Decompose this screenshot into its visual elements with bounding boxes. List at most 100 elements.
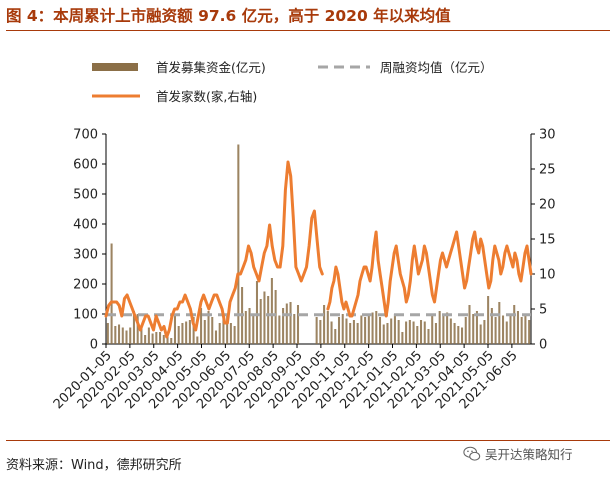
bar-ipo-funds	[226, 315, 229, 344]
y-left-tick-label: 700	[73, 128, 98, 143]
bar-ipo-funds	[270, 278, 273, 344]
bar-ipo-funds	[505, 321, 508, 344]
watermark: 吴开达策略知行	[463, 444, 573, 463]
bar-ipo-funds	[181, 323, 184, 344]
bar-ipo-funds	[252, 315, 255, 344]
source-note: 资料来源：Wind，德邦研究所	[6, 458, 182, 473]
bar-ipo-funds	[349, 323, 352, 344]
bar-ipo-funds	[278, 315, 281, 344]
bar-ipo-funds	[494, 317, 497, 344]
bar-ipo-funds	[397, 320, 400, 344]
bar-ipo-funds	[412, 321, 415, 344]
bar-ipo-funds	[166, 336, 169, 344]
wechat-icon	[463, 446, 481, 461]
bar-ipo-funds	[337, 317, 341, 344]
bar-ipo-funds	[296, 305, 300, 344]
bar-ipo-funds	[390, 318, 393, 344]
y-left-tick-label: 400	[73, 218, 98, 233]
bar-ipo-funds	[446, 312, 449, 344]
bar-ipo-funds	[464, 317, 467, 344]
count-line-segment-1	[104, 160, 324, 339]
bar-ipo-funds	[200, 308, 203, 344]
bar-ipo-funds	[423, 321, 426, 344]
bar-ipo-funds	[173, 315, 176, 344]
bar-ipo-funds	[516, 311, 519, 344]
bar-ipo-funds	[319, 320, 322, 344]
bar-ipo-funds	[144, 335, 147, 344]
bar-ipo-funds	[132, 311, 135, 344]
bar-ipo-funds	[255, 281, 259, 344]
bar-ipo-funds	[472, 314, 475, 344]
bar-ipo-funds	[214, 330, 218, 344]
y-left-tick-label: 500	[73, 188, 98, 203]
bar-ipo-funds	[416, 326, 419, 344]
bar-ipo-funds	[326, 311, 329, 344]
bar-ipo-funds	[330, 321, 333, 344]
bar-ipo-funds	[222, 318, 225, 344]
bar-ipo-funds	[364, 317, 367, 344]
bar-ipo-funds	[502, 315, 505, 344]
bar-ipo-funds	[177, 326, 180, 344]
bar-ipo-funds	[233, 326, 236, 344]
bar-ipo-funds	[211, 317, 214, 344]
bar-ipo-funds	[289, 302, 292, 344]
bar-ipo-funds	[457, 326, 460, 344]
bar-ipo-funds	[345, 318, 348, 344]
bar-ipo-funds	[218, 323, 221, 344]
count-line-segment-2	[326, 230, 533, 318]
y-left-tick-label: 600	[73, 158, 98, 173]
bar-ipo-funds	[360, 315, 363, 344]
ipo-chart: 01002003004005006007000510152025302020-0…	[51, 60, 556, 412]
bar-ipo-funds	[487, 296, 490, 344]
bar-ipo-funds	[438, 311, 441, 344]
bar-ipo-funds	[453, 323, 456, 344]
bar-ipo-funds	[520, 317, 523, 344]
bar-ipo-funds	[427, 329, 430, 344]
bar-ipo-funds	[513, 305, 516, 344]
bar-ipo-funds	[263, 291, 266, 344]
bar-ipo-funds	[155, 332, 158, 344]
bar-ipo-funds	[136, 314, 139, 344]
bar-ipo-funds	[159, 332, 162, 344]
bar-ipo-funds	[140, 326, 143, 344]
legend-label-bar: 首发募集资金(亿元)	[156, 60, 266, 75]
bar-ipo-funds	[106, 323, 109, 344]
y-right-tick-label: 5	[539, 303, 547, 318]
bar-ipo-funds	[479, 324, 482, 344]
bar-ipo-funds	[293, 314, 296, 344]
bar-ipo-funds	[170, 338, 173, 344]
legend-swatch-bar	[92, 63, 138, 71]
bar-ipo-funds	[408, 320, 411, 344]
bar-ipo-funds	[386, 323, 389, 344]
bar-ipo-funds	[129, 327, 132, 344]
bar-ipo-funds	[188, 320, 191, 344]
y-left-tick-label: 200	[73, 278, 98, 293]
bar-ipo-funds	[334, 329, 337, 344]
bar-ipo-funds	[378, 317, 382, 344]
bar-ipo-funds	[110, 243, 113, 344]
bar-ipo-funds	[323, 305, 326, 344]
bar-ipo-funds	[382, 324, 385, 344]
y-right-tick-label: 25	[539, 163, 556, 178]
y-left-tick-label: 300	[73, 248, 98, 263]
bar-ipo-funds	[528, 320, 531, 344]
bar-ipo-funds	[341, 314, 344, 344]
y-left-tick-label: 0	[90, 338, 98, 353]
bar-ipo-funds	[162, 335, 165, 344]
bar-ipo-funds	[419, 320, 423, 344]
bar-ipo-funds	[244, 311, 247, 344]
bar-ipo-funds	[468, 305, 471, 344]
bar-ipo-funds	[259, 299, 262, 344]
bar-ipo-funds	[509, 314, 512, 344]
bar-ipo-funds	[375, 311, 378, 344]
bar-ipo-funds	[207, 311, 210, 344]
bar-ipo-funds	[237, 144, 240, 344]
bar-ipo-funds	[367, 314, 370, 344]
watermark-text: 吴开达策略知行	[485, 447, 573, 462]
y-right-tick-label: 10	[539, 268, 556, 283]
bar-ipo-funds	[431, 315, 434, 344]
bar-ipo-funds	[461, 327, 464, 344]
bar-ipo-funds	[371, 312, 374, 344]
bar-ipo-funds	[356, 323, 359, 344]
bar-ipo-funds	[405, 321, 408, 344]
